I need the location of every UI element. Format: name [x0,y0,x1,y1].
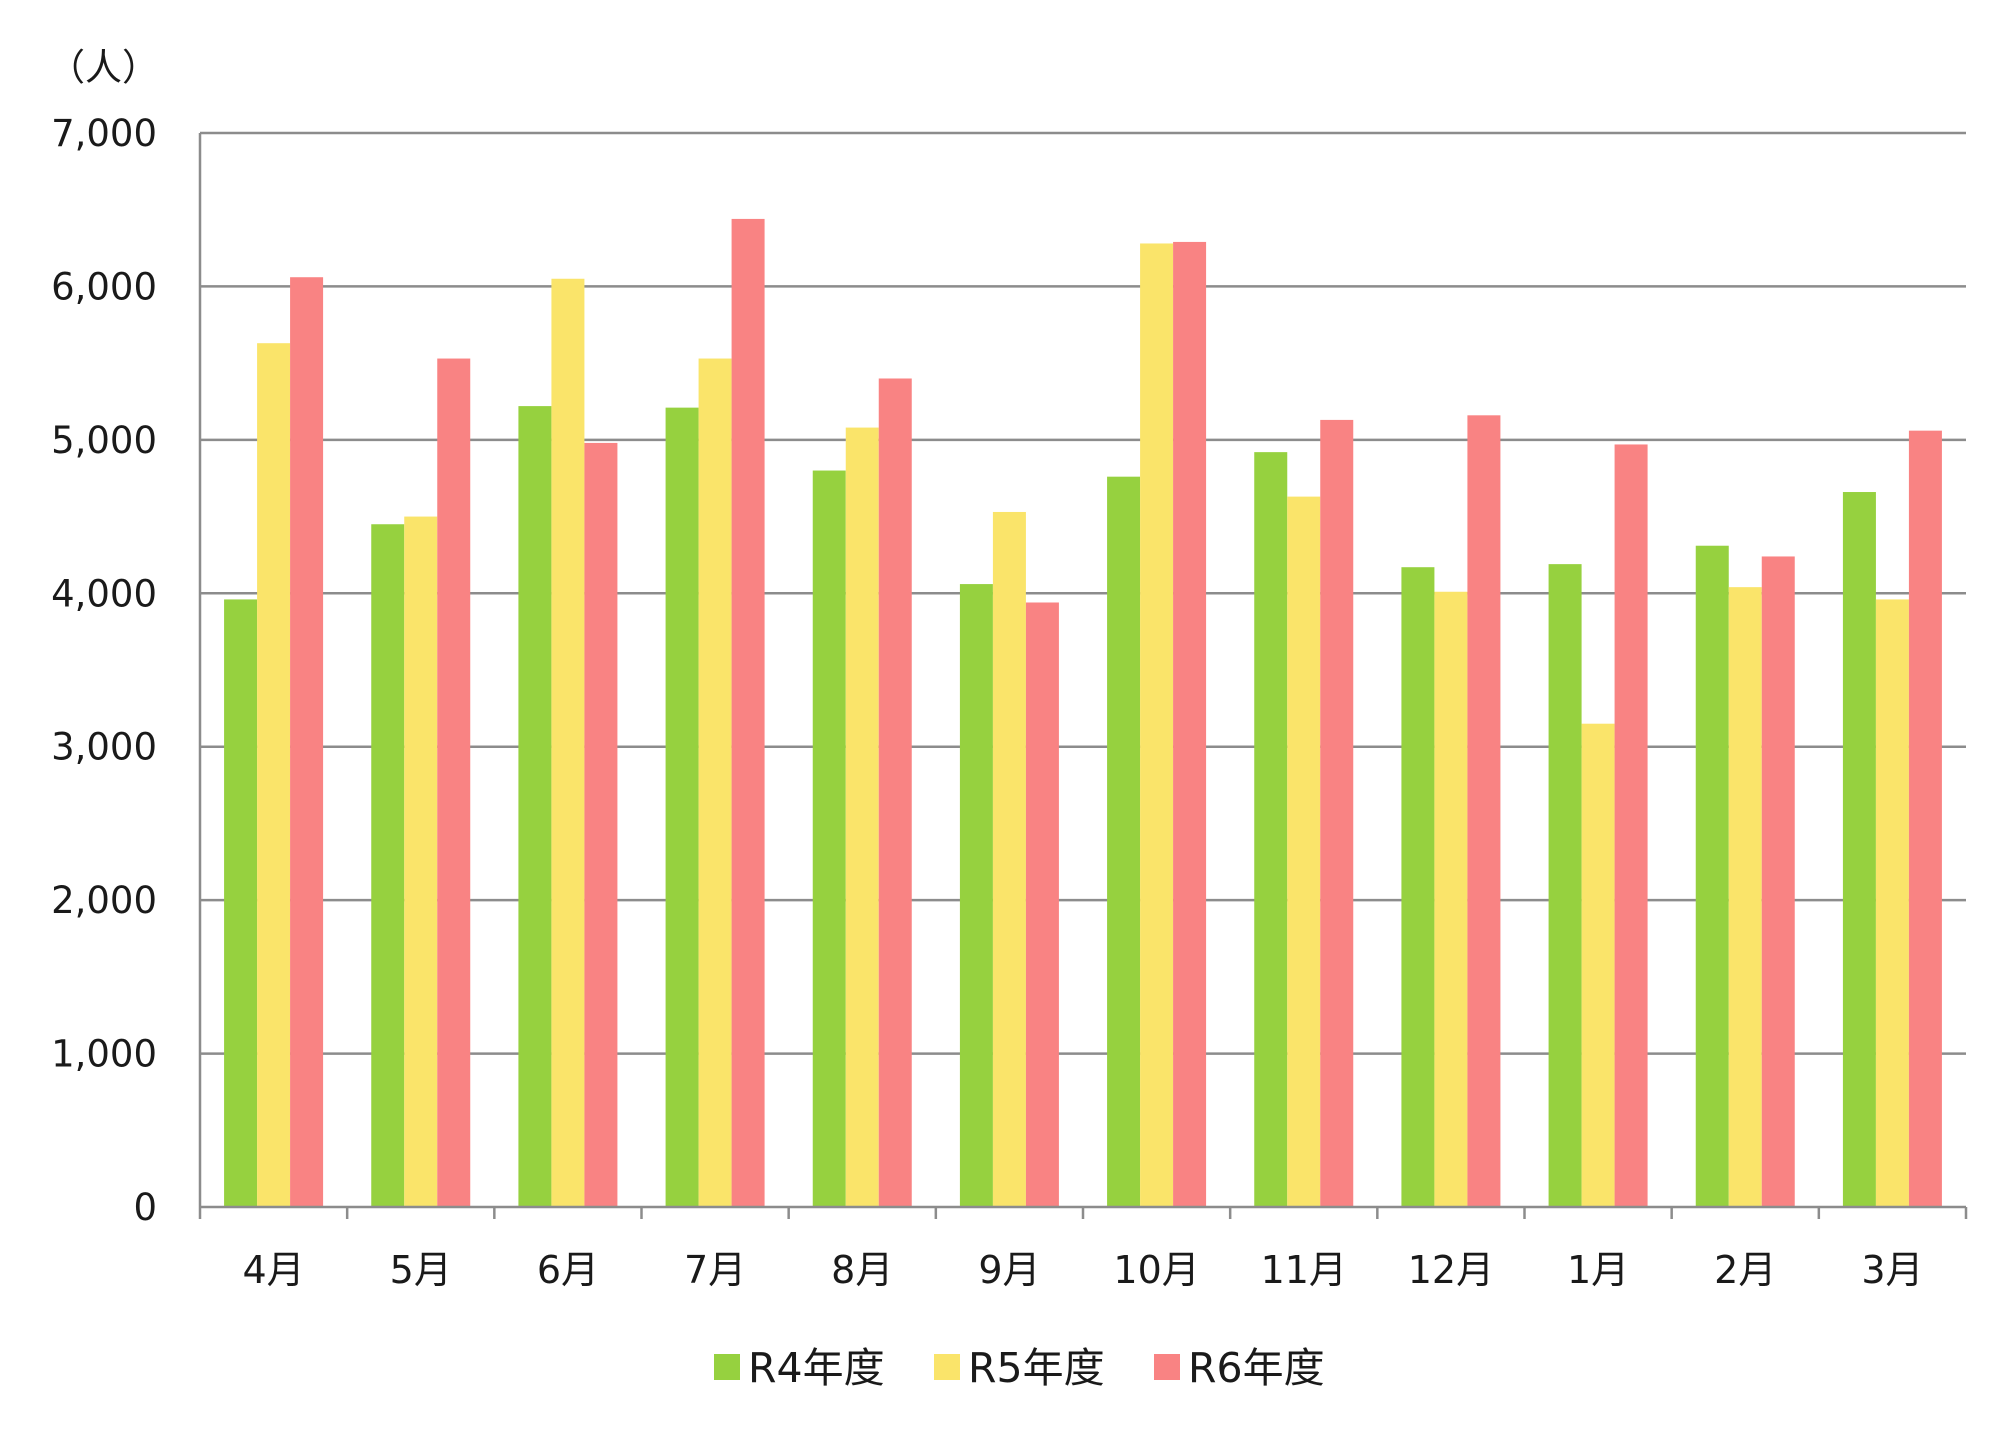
bars [224,218,1942,1208]
y-tick-label: 5,000 [51,419,157,462]
legend-swatch [714,1354,740,1380]
legend-label: R6年度 [1188,1344,1325,1392]
y-tick-label: 1,000 [51,1033,157,1076]
bar [992,511,1026,1207]
bar [1842,492,1876,1208]
bar [1173,241,1207,1208]
x-tick-label: 5月 [390,1248,452,1292]
legend-item: R5年度 [934,1344,1105,1392]
bar [1908,430,1942,1207]
x-tick-label: 2月 [1714,1248,1776,1292]
bar [1581,723,1615,1207]
bar [665,407,699,1207]
legend: R4年度 R5年度 R6年度 [714,1344,1325,1392]
bar [1548,564,1582,1207]
bar [518,406,552,1207]
x-tick-label: 8月 [831,1248,893,1292]
bar [698,358,732,1207]
bar [1875,599,1909,1207]
series-2 [257,243,1909,1207]
bar [257,343,291,1207]
y-tick-label: 0 [133,1186,157,1229]
bar [845,427,879,1207]
legend-item: R6年度 [1154,1344,1325,1392]
x-tick-label: 1月 [1567,1248,1629,1292]
x-tick-label: 11月 [1261,1248,1347,1292]
legend-swatch [934,1354,960,1380]
bar [404,516,438,1207]
bar [1434,591,1468,1207]
bar [878,378,912,1207]
bar [1320,419,1354,1207]
bar [1614,444,1648,1208]
x-tick-label: 7月 [684,1248,746,1292]
bar [1254,452,1288,1207]
x-tick-label: 9月 [978,1248,1040,1292]
x-tick-label: 6月 [537,1248,599,1292]
bar [1140,243,1174,1207]
x-tick-label: 4月 [242,1248,304,1292]
legend-item: R4年度 [714,1344,885,1392]
y-tick-labels: 0 1,000 2,000 3,000 4,000 5,000 6,000 7,000 [51,112,157,1229]
y-axis-unit-label: （人） [48,46,159,89]
y-tick-label: 6,000 [51,265,157,308]
bar [224,599,258,1207]
bar [731,218,765,1208]
bar [1025,602,1059,1207]
bar [290,277,324,1207]
bar [1107,476,1141,1207]
y-tick-label: 4,000 [51,572,157,615]
series-1 [224,406,1876,1208]
series-3 [290,218,1942,1208]
bar [584,442,618,1207]
bar [1467,415,1501,1207]
y-tick-label: 7,000 [51,112,157,155]
bar [371,524,405,1207]
bar [1761,556,1795,1207]
x-tick-label: 10月 [1113,1248,1199,1292]
y-tick-label: 2,000 [51,879,157,922]
bar [959,584,993,1207]
bar [1401,567,1435,1207]
bar [1728,587,1762,1207]
bar [1695,545,1729,1207]
legend-label: R4年度 [748,1344,885,1392]
bar [812,470,846,1207]
gridlines [200,131,1966,1055]
bar [437,358,471,1207]
bar [551,278,585,1207]
legend-label: R5年度 [968,1344,1105,1392]
bar [1287,496,1321,1207]
x-tick-label: 12月 [1408,1248,1494,1292]
axes [198,133,1968,1219]
x-tick-label: 3月 [1861,1248,1923,1292]
x-tick-labels: 4月 5月 6月 7月 8月 9月 10月 11月 12月 1月 2月 3月 [242,1248,1923,1292]
y-tick-label: 3,000 [51,726,157,769]
legend-swatch [1154,1354,1180,1380]
